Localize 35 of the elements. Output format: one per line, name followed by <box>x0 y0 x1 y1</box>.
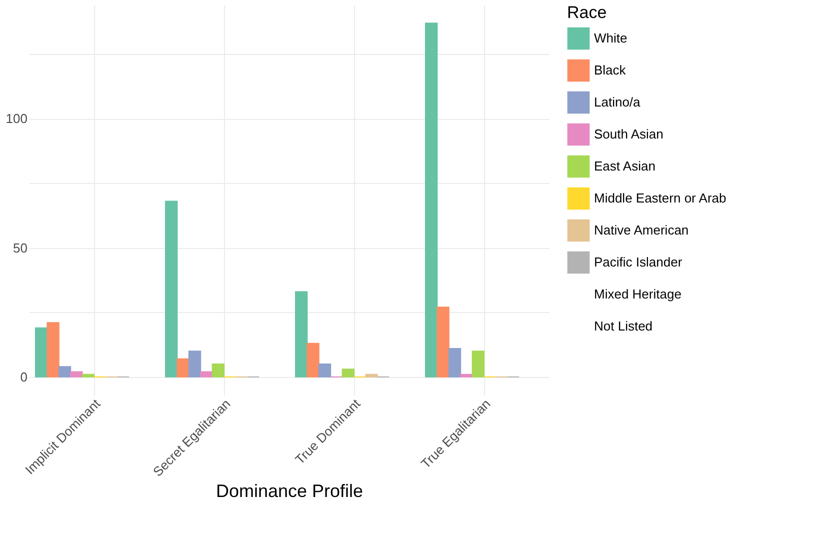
legend-label: Latino/a <box>594 94 642 110</box>
legend-label: Black <box>594 62 626 78</box>
y-tick-label: 50 <box>13 240 28 256</box>
legend-label: East Asian <box>594 158 656 174</box>
bar <box>342 368 354 378</box>
y-tick-label: 0 <box>20 369 28 384</box>
bar <box>306 342 320 378</box>
legend-label: Pacific Islander <box>594 254 683 270</box>
bar <box>176 358 190 378</box>
bar <box>295 291 308 378</box>
legend-label: White <box>594 30 628 46</box>
bar <box>46 322 60 378</box>
bar <box>200 371 213 378</box>
bar <box>212 364 224 378</box>
text: Mixed Heritage <box>594 286 682 302</box>
bar <box>318 364 332 378</box>
bar <box>82 374 94 378</box>
bar <box>436 306 450 378</box>
bar <box>460 374 473 378</box>
legend-label: South Asian <box>594 126 664 142</box>
x-axis-title: Dominance Profile <box>216 481 364 502</box>
bar <box>425 22 438 378</box>
bar <box>188 350 202 378</box>
bar <box>472 350 484 378</box>
legend-label: Native American <box>594 222 689 238</box>
legend-title: Race <box>567 3 607 22</box>
bar <box>365 374 378 378</box>
bar <box>165 200 178 378</box>
text: Not Listed <box>594 318 653 334</box>
legend-label: Middle Eastern or Arab <box>594 190 726 206</box>
bar <box>448 348 462 378</box>
bar <box>35 327 48 378</box>
y-tick-label: 100 <box>6 111 28 126</box>
bar <box>58 366 72 378</box>
bar <box>70 371 83 378</box>
